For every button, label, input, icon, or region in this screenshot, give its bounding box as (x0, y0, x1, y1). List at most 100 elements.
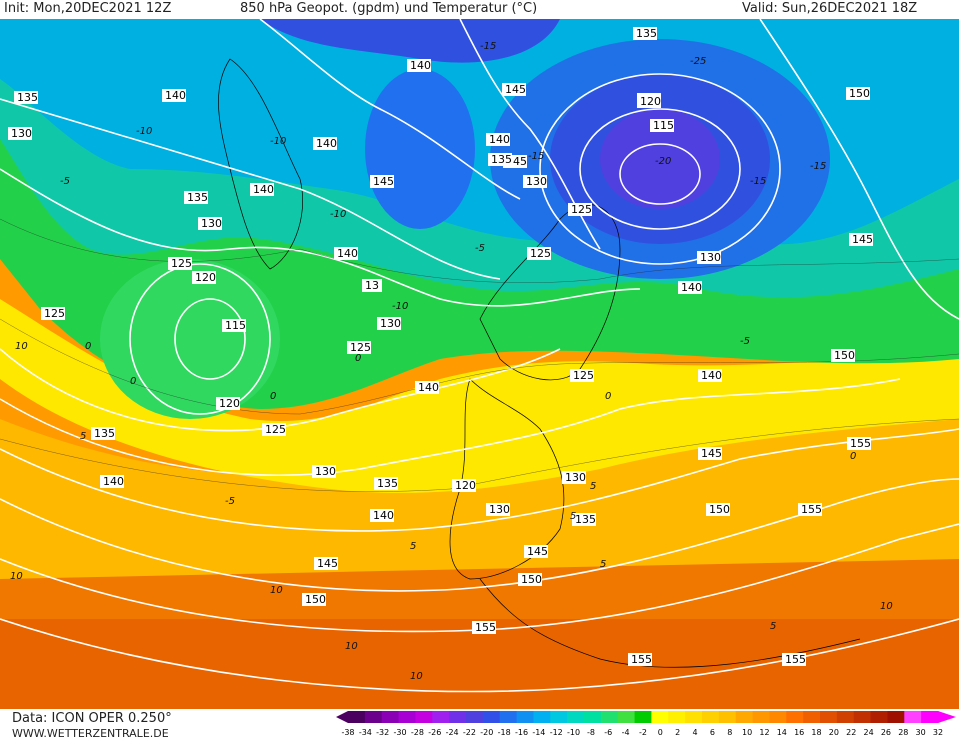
svg-text:-10: -10 (136, 126, 152, 137)
colorbar-tick-label: 10 (742, 728, 752, 737)
isohypse-label: 150 (521, 573, 542, 586)
coastline (218, 58, 304, 270)
svg-text:5: 5 (80, 431, 86, 442)
svg-text:10: 10 (15, 341, 28, 352)
svg-text:-5: -5 (740, 336, 750, 347)
colorbar-tick-label: -8 (587, 728, 595, 737)
colorbar-tick-label: -38 (341, 728, 354, 737)
svg-text:-15: -15 (810, 161, 826, 172)
colorbar-tick-label: -14 (532, 728, 545, 737)
isohypse-label: 120 (195, 271, 216, 284)
colorbar-swatch (702, 711, 720, 723)
isohypse-label: 140 (681, 281, 702, 294)
isohypse-label: 155 (850, 437, 871, 450)
colorbar-tick-label: 8 (727, 728, 732, 737)
isohypse-label: 130 (700, 251, 721, 264)
isohypse-label: 150 (834, 349, 855, 362)
isohypse-label: 140 (103, 475, 124, 488)
svg-text:-5: -5 (225, 496, 235, 507)
colorbar-swatch (516, 711, 534, 723)
colorbar-swatch (449, 711, 467, 723)
colorbar-tick-label: -30 (394, 728, 407, 737)
isohypse-label: 135 (17, 91, 38, 104)
colorbar-swatch (348, 711, 366, 723)
colorbar-swatch (887, 711, 905, 723)
svg-text:5: 5 (770, 621, 776, 632)
isohypse-label: 155 (631, 653, 652, 666)
svg-text:0: 0 (270, 391, 276, 402)
colorbar-tick-label: -10 (567, 728, 580, 737)
svg-text:0: 0 (355, 353, 361, 364)
svg-text:5: 5 (410, 541, 416, 552)
isohypse-label: 130 (380, 317, 401, 330)
isohypse-label: 135 (94, 427, 115, 440)
temperature-colorbar: -38 -34 -32 -30 -28 -26 -24 -22 -20 -18 -16 -14 -12-… (336, 711, 956, 737)
isohypse-label: 140 (489, 133, 510, 146)
colorbar-tick-label: 20 (829, 728, 839, 737)
svg-text:0: 0 (85, 341, 91, 352)
isohypse-label: 120 (219, 397, 240, 410)
data-source: Data: ICON OPER 0.250° (12, 711, 172, 726)
svg-text:0: 0 (130, 376, 136, 387)
isohypse-label: 150 (305, 593, 326, 606)
isohypse-label: 130 (489, 503, 510, 516)
colorbar-swatch (752, 711, 770, 723)
colorbar-swatch (432, 711, 450, 723)
isohypse-label: 13 (365, 279, 379, 292)
svg-text:-10: -10 (330, 209, 346, 220)
isohypse-label: 140 (373, 509, 394, 522)
svg-text:10: 10 (345, 641, 358, 652)
colorbar-swatch (836, 711, 855, 723)
isohypse-label: 155 (801, 503, 822, 516)
colorbar-tick-label: -32 (376, 728, 389, 737)
isohypse-label: 145 (505, 83, 526, 96)
init-time: Init: Mon,20DEC2021 12Z (4, 1, 172, 16)
colorbar-tick-label: 0 (658, 728, 663, 737)
header-bar: Init: Mon,20DEC2021 12Z 850 hPa Geopot. … (0, 0, 959, 19)
colorbar-tick-label: -24 (446, 728, 459, 737)
svg-text:-10: -10 (270, 136, 286, 147)
colorbar-swatch (803, 711, 821, 723)
isohypse-label: 140 (337, 247, 358, 260)
isohypse-label: 145 (852, 233, 873, 246)
colorbar-tick-label: 4 (693, 728, 698, 737)
svg-text:-10: -10 (392, 301, 408, 312)
isohypse-label: 125 (350, 341, 371, 354)
isohypse-label: 120 (640, 95, 661, 108)
isohypse-label: 145 (317, 557, 338, 570)
svg-text:-15: -15 (750, 176, 766, 187)
colorbar-swatch (651, 711, 669, 723)
colorbar-tick-label: -34 (359, 728, 372, 737)
colorbar-min-arrow (336, 711, 348, 723)
colorbar-swatch (853, 711, 872, 723)
isohypse-label: 150 (849, 87, 870, 100)
svg-text:-15: -15 (528, 151, 544, 162)
isohypse-label: 130 (11, 127, 32, 140)
isohypse-label: 125 (571, 203, 592, 216)
svg-text:-5: -5 (60, 176, 70, 187)
footer-bar: Data: ICON OPER 0.250° WWW.WETTERZENTRAL… (0, 709, 959, 741)
svg-text:-5: -5 (475, 243, 485, 254)
svg-text:-25: -25 (690, 56, 706, 67)
map-title: 850 hPa Geopot. (gpdm) und Temperatur (°… (240, 1, 538, 16)
colorbar-swatch (398, 711, 416, 723)
svg-text:-20: -20 (655, 156, 671, 167)
colorbar-swatch (600, 711, 619, 723)
svg-text:0: 0 (850, 451, 856, 462)
isohypse-label: 125 (44, 307, 65, 320)
colorbar-swatch (668, 711, 686, 723)
colorbar-tick-label: 28 (898, 728, 908, 737)
colorbar-tick-label: 32 (933, 728, 943, 737)
isohypse-label: 145 (527, 545, 548, 558)
isohypse-label: 140 (701, 369, 722, 382)
isohypse-label: 125 (530, 247, 551, 260)
svg-text:10: 10 (10, 571, 23, 582)
isohypse-label: 145 (701, 447, 722, 460)
isohypse-label: 130 (526, 175, 547, 188)
colorbar-swatch (533, 711, 551, 723)
isohypse-label: 140 (418, 381, 439, 394)
isohypse-label: 135 (187, 191, 208, 204)
isohypse-label: 135 (377, 477, 398, 490)
colorbar-tick-label: -22 (463, 728, 476, 737)
colorbar-tick-label: -20 (480, 728, 493, 737)
